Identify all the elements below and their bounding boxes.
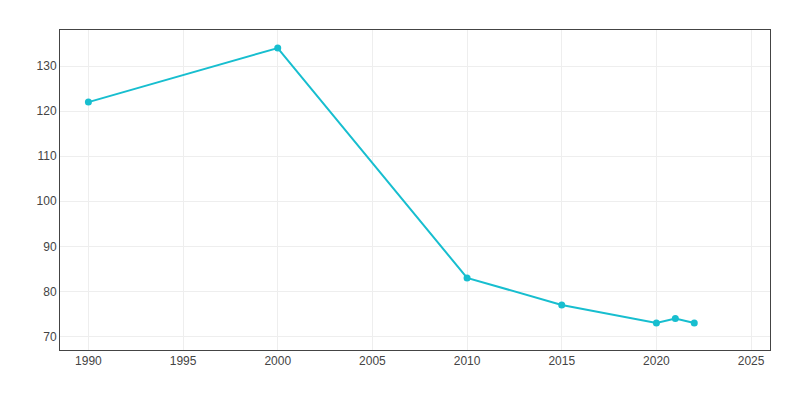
svg-text:2020: 2020 [643,354,670,368]
svg-text:2000: 2000 [264,354,291,368]
svg-text:1995: 1995 [170,354,197,368]
svg-text:1990: 1990 [75,354,102,368]
svg-text:2005: 2005 [359,354,386,368]
svg-text:110: 110 [37,149,56,163]
svg-text:130: 130 [37,59,57,73]
svg-text:80: 80 [43,285,57,299]
svg-text:2025: 2025 [738,354,765,368]
svg-text:90: 90 [43,240,57,254]
svg-text:2010: 2010 [454,354,481,368]
svg-text:100: 100 [37,194,57,208]
svg-text:70: 70 [43,330,57,344]
svg-text:120: 120 [37,104,57,118]
svg-text:2015: 2015 [548,354,575,368]
